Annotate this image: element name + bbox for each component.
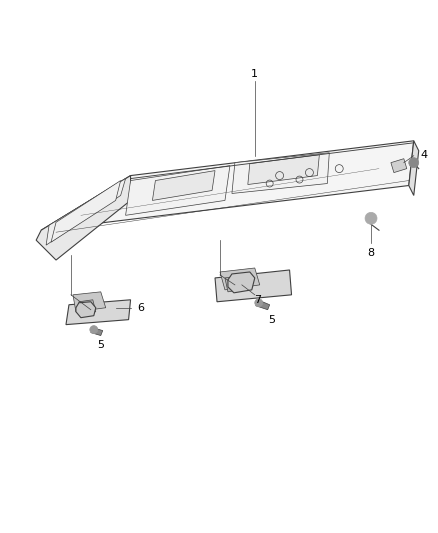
Polygon shape: [76, 302, 96, 318]
Circle shape: [365, 212, 377, 224]
Polygon shape: [409, 141, 419, 196]
Polygon shape: [51, 181, 120, 242]
Text: 4: 4: [420, 150, 427, 160]
Polygon shape: [225, 275, 252, 292]
Polygon shape: [152, 171, 215, 200]
Polygon shape: [256, 300, 270, 310]
Polygon shape: [91, 328, 103, 336]
Text: 5: 5: [97, 340, 104, 350]
Polygon shape: [215, 270, 292, 302]
Polygon shape: [41, 141, 414, 230]
Text: 1: 1: [251, 69, 258, 79]
Circle shape: [255, 299, 263, 307]
Polygon shape: [220, 268, 260, 290]
Polygon shape: [232, 153, 329, 193]
Text: 7: 7: [254, 295, 261, 305]
Polygon shape: [46, 179, 126, 245]
Polygon shape: [36, 175, 131, 260]
Text: 6: 6: [137, 303, 144, 313]
Polygon shape: [126, 166, 230, 215]
Polygon shape: [79, 300, 96, 314]
Polygon shape: [391, 159, 407, 173]
Polygon shape: [73, 292, 106, 312]
Polygon shape: [66, 300, 131, 325]
Polygon shape: [248, 155, 319, 184]
Text: 8: 8: [367, 248, 374, 258]
Polygon shape: [228, 272, 255, 293]
Text: 5: 5: [268, 314, 275, 325]
Circle shape: [90, 326, 98, 334]
Circle shape: [409, 158, 419, 168]
